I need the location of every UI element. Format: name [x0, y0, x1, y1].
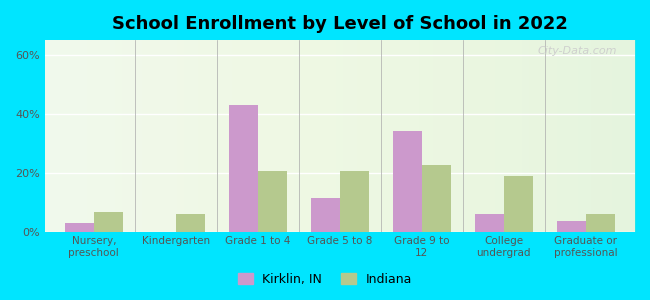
Bar: [311, 198, 340, 232]
Title: School Enrollment by Level of School in 2022: School Enrollment by Level of School in …: [112, 15, 567, 33]
Legend: Kirklin, IN, Indiana: Kirklin, IN, Indiana: [233, 268, 417, 291]
Bar: [258, 171, 287, 232]
Bar: [65, 223, 94, 232]
Bar: [176, 214, 205, 232]
Bar: [422, 165, 450, 232]
Bar: [94, 212, 122, 232]
Bar: [229, 105, 258, 232]
Bar: [504, 176, 532, 232]
Bar: [393, 131, 422, 232]
Bar: [340, 171, 369, 232]
Bar: [475, 214, 504, 232]
Bar: [586, 214, 614, 232]
Text: City-Data.com: City-Data.com: [538, 46, 618, 56]
Bar: [557, 221, 586, 232]
